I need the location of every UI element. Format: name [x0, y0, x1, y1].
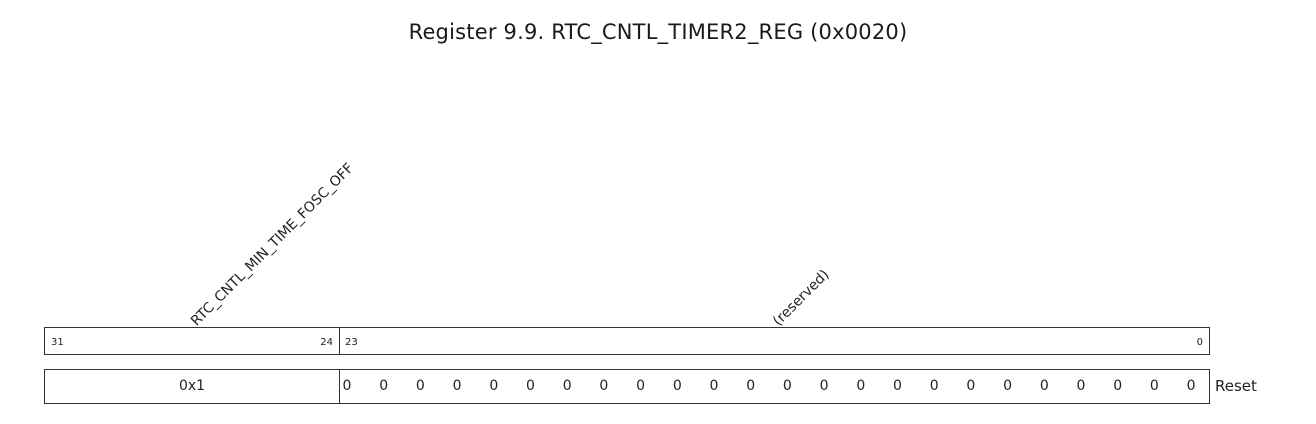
reset-cell-reserved: 0 0 0 0 0 0 0 0 0 0 0 0 0 0 0 0 0 0 0 0 0 0 0 0	[339, 370, 1209, 403]
reset-bit: 0	[1186, 378, 1196, 394]
register-title: Register 9.9. RTC_CNTL_TIMER2_REG (0x002…	[408, 20, 908, 44]
reset-bit: 0	[893, 378, 902, 394]
bit-range-cell-23-0: 23 0	[339, 328, 1209, 354]
reset-bit: 0	[709, 378, 719, 394]
bit-number-row: 31 24 23 0	[44, 327, 1210, 355]
field-label-reserved: (reserved)	[770, 266, 833, 330]
reset-bit: 0	[599, 378, 609, 394]
reset-bit: 0	[1076, 378, 1086, 394]
reset-value-row: 0x1 0 0 0 0 0 0 0 0 0 0 0 0 0 0 0 0 0 0 0 0 0 0 0 0	[44, 369, 1210, 404]
reset-bit: 0	[819, 378, 829, 394]
reset-bit: 0	[415, 378, 425, 394]
bit-lsb-0: 0	[1196, 337, 1203, 348]
reset-bit: 0	[1039, 378, 1049, 394]
reset-bit: 0	[562, 378, 572, 394]
field-label-min-time-fosc-off: RTC_CNTL_MIN_TIME_FOSC_OFF	[188, 160, 357, 330]
reset-cell-min-time-fosc-off: 0x1	[45, 370, 339, 403]
reset-value-0x1: 0x1	[178, 378, 206, 394]
reset-label: Reset	[1215, 377, 1257, 395]
reset-bit: 0	[672, 378, 682, 394]
reset-bit: 0	[856, 378, 866, 394]
reset-bit: 0	[342, 378, 352, 394]
reset-bit: 0	[489, 378, 499, 394]
reset-bit: 0	[782, 378, 792, 394]
bit-msb-23: 23	[345, 337, 358, 348]
reset-bit: 0	[636, 378, 646, 394]
reset-bit: 0	[746, 378, 756, 394]
reset-bit: 0	[929, 378, 939, 394]
reset-bit: 0	[966, 378, 976, 394]
reset-bit: 0	[1149, 378, 1159, 394]
reset-bit: 0	[526, 378, 535, 394]
reset-bit: 0	[1113, 378, 1123, 394]
reset-bit: 0	[452, 378, 462, 394]
reset-bit: 0	[1003, 378, 1013, 394]
reset-bit: 0	[379, 378, 389, 394]
bit-lsb-24: 24	[320, 337, 333, 348]
bit-range-cell-31-24: 31 24	[45, 328, 339, 354]
bit-msb-31: 31	[51, 337, 64, 348]
